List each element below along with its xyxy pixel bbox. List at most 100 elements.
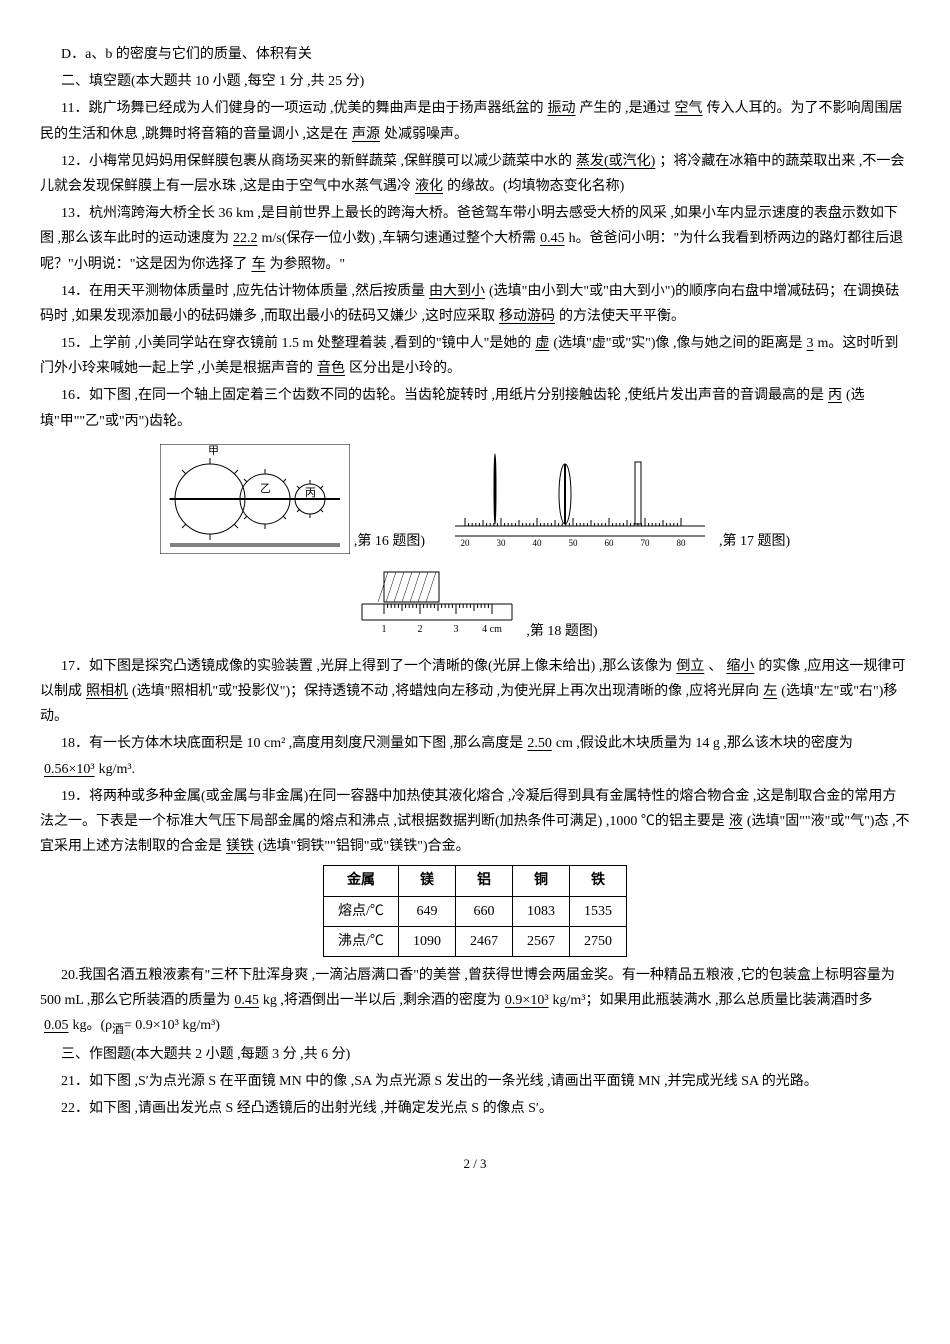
td-r1-2: 660: [455, 896, 512, 926]
metal-table: 金属 镁 铝 铜 铁 熔点/℃ 649 660 1083 1535 沸点/℃ 1…: [323, 865, 627, 957]
table-row: 熔点/℃ 649 660 1083 1535: [324, 896, 627, 926]
q13-ans-3: 车: [247, 257, 269, 272]
q17-text-a: 17．如下图是探究凸透镜成像的实验装置 ,光屏上得到了一个清晰的像(光屏上像未给…: [61, 659, 672, 674]
svg-text:30: 30: [497, 538, 507, 548]
td-r1-0: 熔点/℃: [324, 896, 399, 926]
section-2-heading: 二、填空题(本大题共 10 小题 ,每空 1 分 ,共 25 分): [40, 69, 910, 94]
q18: 18．有一长方体木块底面积是 10 cm² ,高度用刻度尺测量如下图 ,那么高度…: [40, 731, 910, 781]
q20-ans-1: 0.45: [230, 993, 263, 1008]
svg-text:20: 20: [461, 538, 471, 548]
q20-text-d: kg。(ρ: [73, 1018, 113, 1033]
gears-diagram: 甲 乙 丙: [160, 444, 350, 554]
figure-row-18: 1 2 3 4 cm ,第 18 题图): [40, 564, 910, 644]
svg-text:丙: 丙: [305, 487, 316, 499]
svg-text:1: 1: [382, 624, 387, 635]
q15-ans-1: 虚: [531, 336, 553, 351]
q14: 14．在用天平测物体质量时 ,应先估计物体质量 ,然后按质量由大到小(选填"由小…: [40, 279, 910, 329]
section-3-heading: 三、作图题(本大题共 2 小题 ,每题 3 分 ,共 6 分): [40, 1042, 910, 1067]
q12-ans-1: 蒸发(或汽化): [572, 154, 659, 169]
q14-ans-2: 移动游码: [495, 309, 559, 324]
fig16-caption: ,第 16 题图): [354, 529, 425, 554]
q19-ans-2: 镁铁: [222, 839, 258, 854]
q13-ans-2: 0.45: [536, 231, 569, 246]
table-header-row: 金属 镁 铝 铜 铁: [324, 866, 627, 896]
q22: 22．如下图 ,请画出发光点 S 经凸透镜后的出射光线 ,并确定发光点 S 的像…: [40, 1096, 910, 1121]
q14-ans-1: 由大到小: [425, 284, 489, 299]
option-d: D．a、b 的密度与它们的质量、体积有关: [40, 42, 910, 67]
q14-text-c: 的方法使天平平衡。: [559, 309, 685, 324]
q19-text-c: (选填"铜铁""铝铜"或"镁铁")合金。: [258, 839, 470, 854]
th-1: 镁: [398, 866, 455, 896]
svg-text:4 cm: 4 cm: [483, 624, 503, 635]
q13-text-d: 为参照物。": [269, 257, 345, 272]
th-4: 铁: [569, 866, 626, 896]
q20-ans-3: 0.05: [40, 1018, 73, 1033]
q13-text-b: m/s(保存一位小数) ,车辆匀速通过整个大桥需: [262, 231, 537, 246]
q20: 20.我国名酒五粮液素有"三杯下肚浑身爽 ,一滴沾唇满口香"的美誉 ,曾获得世博…: [40, 963, 910, 1040]
figure-row-16-17: 甲 乙 丙 ,第 16 题图): [40, 444, 910, 554]
fig16-group: 甲 乙 丙 ,第 16 题图): [160, 444, 425, 554]
q19: 19．将两种或多种金属(或金属与非金属)在同一容器中加热使其液化熔合 ,冷凝后得…: [40, 784, 910, 860]
td-r1-1: 649: [398, 896, 455, 926]
q11-text-b: 产生的 ,是通过: [579, 101, 670, 116]
fig18-caption: ,第 18 题图): [526, 619, 597, 644]
q20-text-b: kg ,将酒倒出一半以后 ,剩余酒的密度为: [263, 993, 501, 1008]
q17-ans-3: 照相机: [82, 684, 132, 699]
svg-text:甲: 甲: [208, 445, 219, 457]
q17-ans-1: 倒立: [672, 659, 708, 674]
svg-text:80: 80: [677, 538, 687, 548]
q15-text-a: 15．上学前 ,小美同学站在穿衣镜前 1.5 m 处整理着装 ,看到的"镜中人"…: [61, 336, 531, 351]
td-r2-4: 2750: [569, 926, 626, 956]
q12-text-c: 的缘故。(均填物态变化名称): [447, 179, 624, 194]
q20-text-c: kg/m³；如果用此瓶装满水 ,那么总质量比装满酒时多: [553, 993, 873, 1008]
q12-text-a: 12．小梅常见妈妈用保鲜膜包裹从商场买来的新鲜蔬菜 ,保鲜膜可以减少蔬菜中水的: [61, 154, 572, 169]
svg-text:40: 40: [533, 538, 543, 548]
q18-ans-1: 2.50: [523, 736, 556, 751]
fig17-group: 20304050607080 ,第 17 题图): [445, 444, 790, 554]
q14-text-a: 14．在用天平测物体质量时 ,应先估计物体质量 ,然后按质量: [61, 284, 425, 299]
q20-text-e: = 0.9×10³ kg/m³): [124, 1018, 220, 1033]
td-r1-3: 1083: [512, 896, 569, 926]
table-row: 沸点/℃ 1090 2467 2567 2750: [324, 926, 627, 956]
q13-ans-1: 22.2: [229, 231, 262, 246]
q17-text-d: (选填"照相机"或"投影仪")；保持透镜不动 ,将蜡烛向左移动 ,为使光屏上再次…: [132, 684, 759, 699]
q18-text-a: 18．有一长方体木块底面积是 10 cm² ,高度用刻度尺测量如下图 ,那么高度…: [61, 736, 523, 751]
q20-subscript: 酒: [112, 1023, 124, 1036]
fig17-caption: ,第 17 题图): [719, 529, 790, 554]
q18-text-b: cm ,假设此木块质量为 14 g ,那么该木块的密度为: [556, 736, 853, 751]
optical-bench-diagram: 20304050607080: [445, 444, 715, 554]
svg-text:3: 3: [454, 624, 459, 635]
q15: 15．上学前 ,小美同学站在穿衣镜前 1.5 m 处整理着装 ,看到的"镜中人"…: [40, 331, 910, 381]
q17-text-b: 、: [708, 659, 722, 674]
q16-text-a: 16．如下图 ,在同一个轴上固定着三个齿数不同的齿轮。当齿轮旋转时 ,用纸片分别…: [61, 388, 824, 403]
q15-text-d: 区分出是小玲的。: [349, 361, 461, 376]
q11: 11．跳广场舞已经成为人们健身的一项运动 ,优美的舞曲声是由于扬声器纸盆的振动产…: [40, 96, 910, 146]
th-3: 铜: [512, 866, 569, 896]
q15-ans-3: 音色: [313, 361, 349, 376]
svg-text:60: 60: [605, 538, 615, 548]
q15-ans-2: 3: [803, 336, 818, 351]
svg-text:50: 50: [569, 538, 579, 548]
q13: 13．杭州湾跨海大桥全长 36 km ,是目前世界上最长的跨海大桥。爸爸驾车带小…: [40, 201, 910, 277]
q17-ans-2: 缩小: [722, 659, 758, 674]
q11-text-d: 处减弱噪声。: [384, 127, 468, 142]
td-r2-2: 2467: [455, 926, 512, 956]
q15-text-b: (选填"虚"或"实")像 ,像与她之间的距离是: [553, 336, 802, 351]
q18-ans-2: 0.56×10³: [40, 762, 99, 777]
q11-ans-2: 空气: [670, 101, 706, 116]
td-r1-4: 1535: [569, 896, 626, 926]
td-r2-0: 沸点/℃: [324, 926, 399, 956]
q16: 16．如下图 ,在同一个轴上固定着三个齿数不同的齿轮。当齿轮旋转时 ,用纸片分别…: [40, 383, 910, 433]
q20-ans-2: 0.9×10³: [501, 993, 553, 1008]
q11-text-a: 11．跳广场舞已经成为人们健身的一项运动 ,优美的舞曲声是由于扬声器纸盆的: [61, 101, 543, 116]
svg-text:2: 2: [418, 624, 423, 635]
q17: 17．如下图是探究凸透镜成像的实验装置 ,光屏上得到了一个清晰的像(光屏上像未给…: [40, 654, 910, 730]
th-2: 铝: [455, 866, 512, 896]
q18-text-c: kg/m³.: [99, 762, 135, 777]
q12: 12．小梅常见妈妈用保鲜膜包裹从商场买来的新鲜蔬菜 ,保鲜膜可以减少蔬菜中水的蒸…: [40, 149, 910, 199]
td-r2-3: 2567: [512, 926, 569, 956]
fig18-group: 1 2 3 4 cm ,第 18 题图): [352, 564, 597, 644]
q12-ans-2: 液化: [411, 179, 447, 194]
th-0: 金属: [324, 866, 399, 896]
td-r2-1: 1090: [398, 926, 455, 956]
